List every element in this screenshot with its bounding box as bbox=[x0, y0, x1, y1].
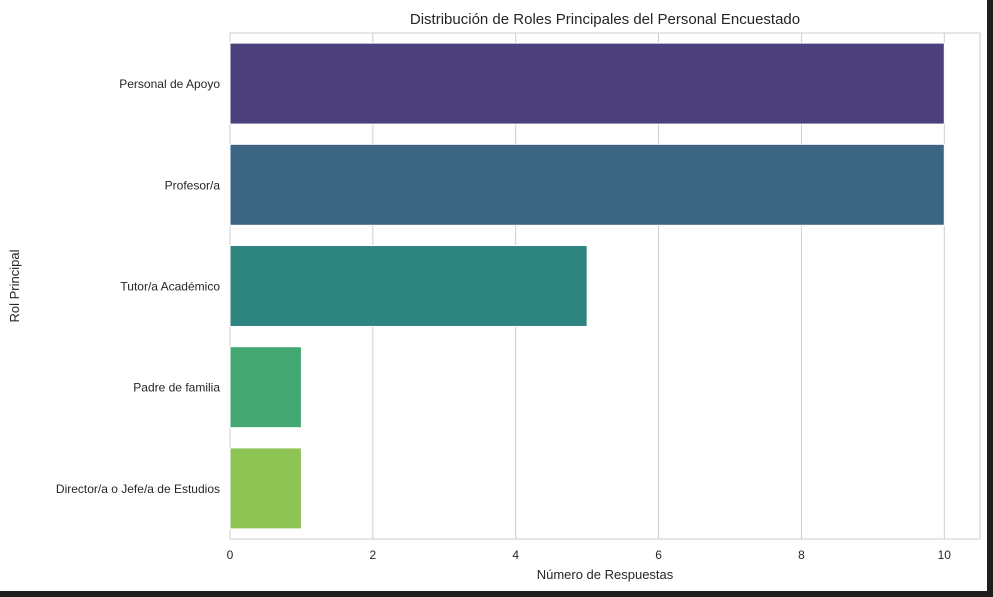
y-tick-label: Personal de Apoyo bbox=[119, 77, 220, 91]
y-tick-label: Padre de familia bbox=[133, 381, 220, 395]
y-tick-label: Profesor/a bbox=[165, 178, 221, 192]
y-tick-labels: Personal de Apoyo Profesor/a Tutor/a Acadé… bbox=[56, 77, 220, 496]
x-tick-label: 6 bbox=[655, 548, 662, 562]
bar bbox=[229, 143, 945, 226]
x-tick-label: 2 bbox=[370, 548, 377, 562]
bar bbox=[229, 447, 302, 530]
x-tick-label: 10 bbox=[938, 548, 952, 562]
y-axis-label: Rol Principal bbox=[7, 249, 22, 322]
bar bbox=[229, 245, 588, 327]
bar bbox=[229, 346, 302, 429]
x-tick-label: 0 bbox=[227, 548, 234, 562]
x-tick-labels: 0 2 4 6 8 10 bbox=[227, 548, 952, 562]
x-axis-label: Número de Respuestas bbox=[537, 567, 674, 582]
chart-title: Distribución de Roles Principales del Pe… bbox=[410, 11, 800, 28]
bar bbox=[229, 42, 945, 125]
y-tick-label: Director/a o Jefe/a de Estudios bbox=[56, 482, 220, 496]
y-tick-label: Tutor/a Académico bbox=[120, 280, 220, 294]
x-tick-label: 4 bbox=[512, 548, 519, 562]
x-tick-label: 8 bbox=[798, 548, 805, 562]
bars bbox=[229, 42, 945, 530]
